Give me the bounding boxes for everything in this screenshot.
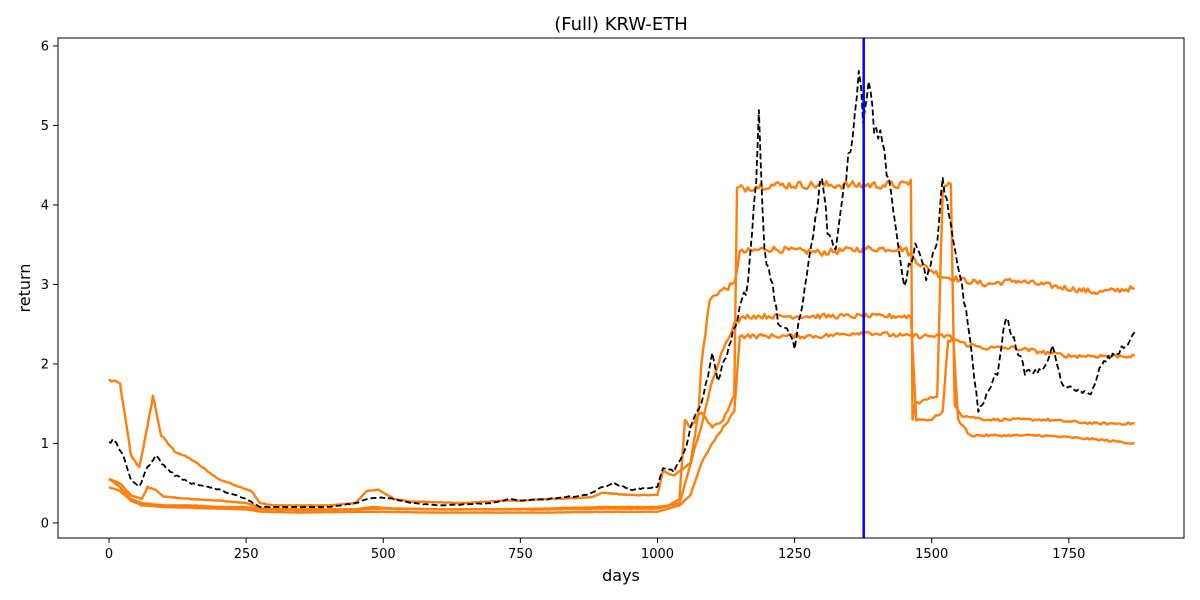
series-line-strategy-4	[108, 330, 1136, 514]
y-axis: 0 1 2 3 4 5 6	[41, 39, 58, 531]
x-tick-label: 1000	[641, 547, 674, 562]
y-tick-label: 4	[41, 198, 49, 213]
y-axis-label: return	[15, 264, 34, 313]
y-tick-label: 2	[41, 357, 49, 372]
y-tick-label: 0	[41, 516, 49, 531]
y-tick-label: 1	[41, 437, 49, 452]
x-tick-label: 1500	[915, 547, 948, 562]
x-tick-label: 750	[508, 547, 533, 562]
y-tick-label: 3	[41, 278, 49, 293]
chart-title: (Full) KRW-ETH	[554, 14, 688, 35]
series-line-benchmark	[108, 70, 1136, 509]
x-axis: 0 250 500 750 1000 1250 1500 1750	[105, 538, 1085, 562]
plot-frame	[57, 37, 1185, 539]
x-tick-label: 1250	[778, 547, 811, 562]
x-tick-label: 250	[234, 547, 259, 562]
x-tick-label: 1750	[1052, 547, 1085, 562]
series-line-strategy-3	[108, 312, 1135, 512]
plot-lines	[108, 70, 1136, 514]
x-axis-label: days	[602, 566, 640, 585]
y-tick-label: 6	[41, 39, 49, 54]
x-tick-label: 500	[371, 547, 396, 562]
y-tick-label: 5	[41, 119, 49, 134]
series-line-strategy-1	[108, 245, 1135, 507]
x-tick-label: 0	[105, 547, 113, 562]
